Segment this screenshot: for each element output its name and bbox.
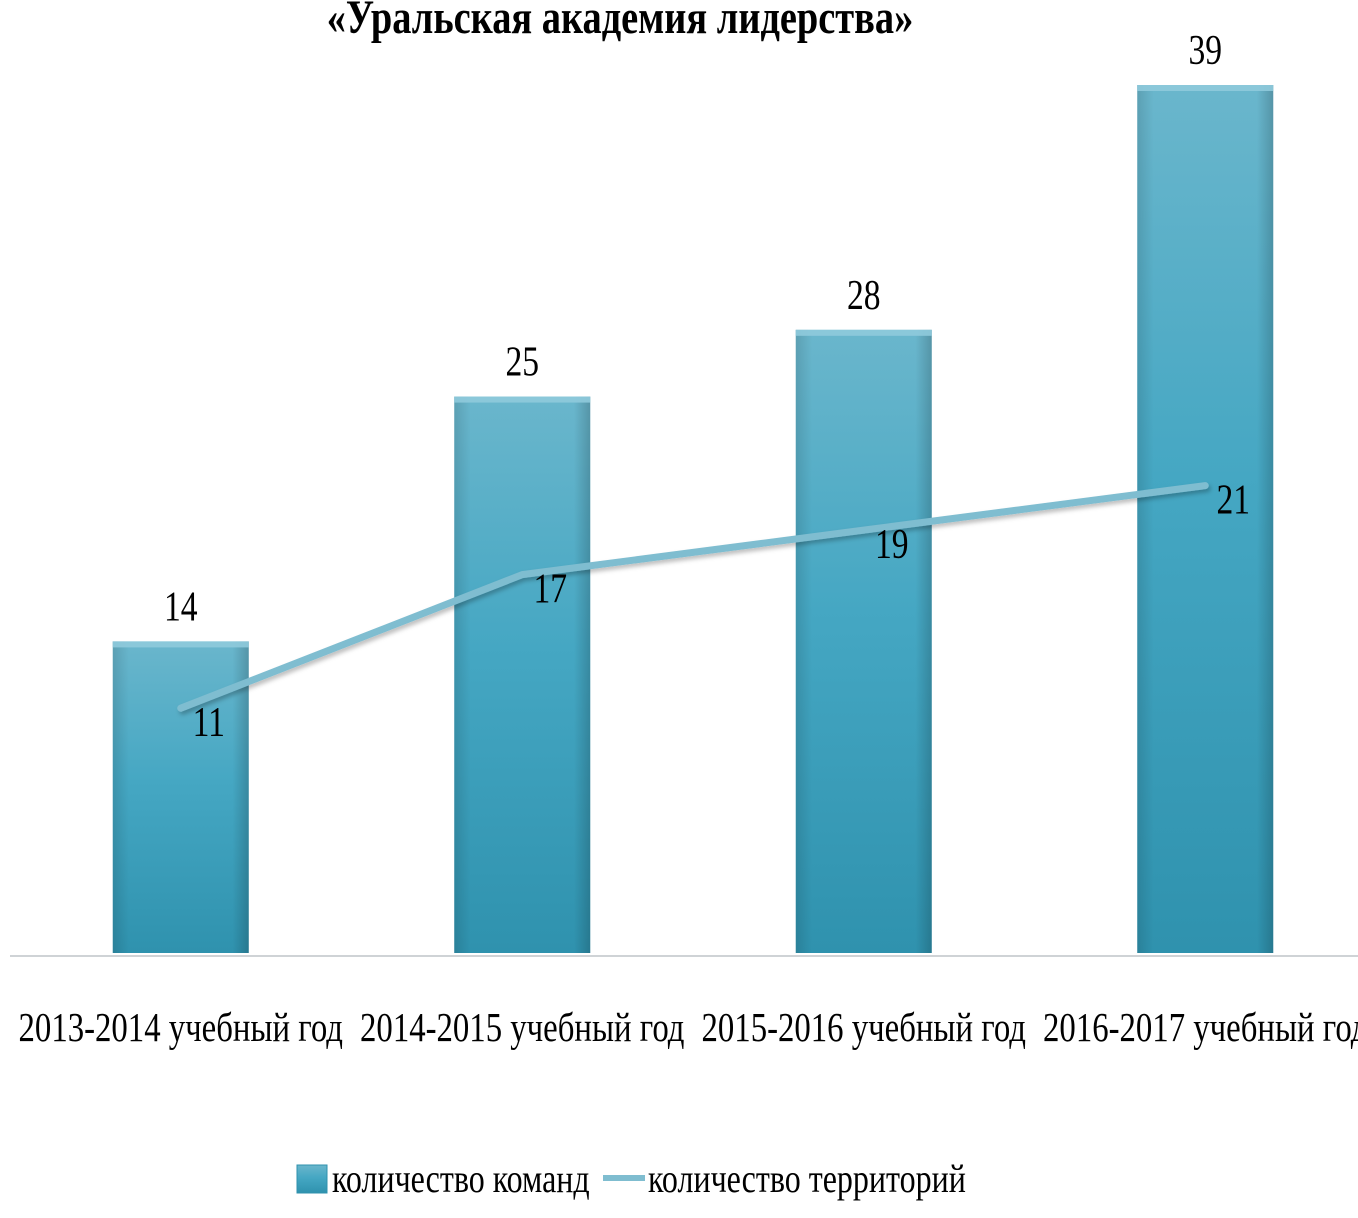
bar-top-bevel: [1137, 85, 1274, 91]
bar-top-bevel: [112, 641, 249, 648]
x-tick-label: 2014-2015 учебный год: [360, 1006, 685, 1051]
bars-layer: [112, 85, 1274, 954]
bar-data-label: 25: [505, 339, 539, 385]
bar-data-label: 39: [1188, 28, 1222, 74]
line-layer: [177, 482, 1209, 712]
legend-label-bars: количество команд: [332, 1157, 590, 1201]
bar-edge-shade: [454, 396, 591, 954]
bar-edge-shade: [795, 329, 932, 953]
bar-edge-shade: [1137, 85, 1274, 953]
chart-title: «Уральская академия лидерства»: [327, 0, 914, 44]
x-tick-labels: 2013-2014 учебный год 2014-2015 учебный г…: [19, 1006, 1358, 1051]
bar-data-label: 14: [164, 584, 198, 630]
line-data-label: 21: [1216, 477, 1250, 523]
legend-label-line: количество территорий: [648, 1157, 966, 1201]
x-tick-label: 2015-2016 учебный год: [702, 1006, 1027, 1051]
line-series: [177, 482, 1209, 712]
x-tick-label: 2013-2014 учебный год: [19, 1006, 344, 1051]
legend: количество команд количество территорий: [296, 1157, 966, 1201]
bar-data-label: 28: [847, 272, 881, 318]
legend-bar-swatch: [296, 1164, 328, 1194]
labels-layer: 14 25 28 39 11 17 19 21: [164, 28, 1250, 747]
bar-top-bevel: [795, 329, 932, 336]
line-data-label: 19: [875, 522, 909, 568]
line-data-label: 17: [533, 566, 567, 612]
bar-top-bevel: [454, 396, 591, 403]
line-data-label: 11: [193, 700, 225, 746]
x-tick-label: 2016-2017 учебный год: [1043, 1006, 1358, 1051]
